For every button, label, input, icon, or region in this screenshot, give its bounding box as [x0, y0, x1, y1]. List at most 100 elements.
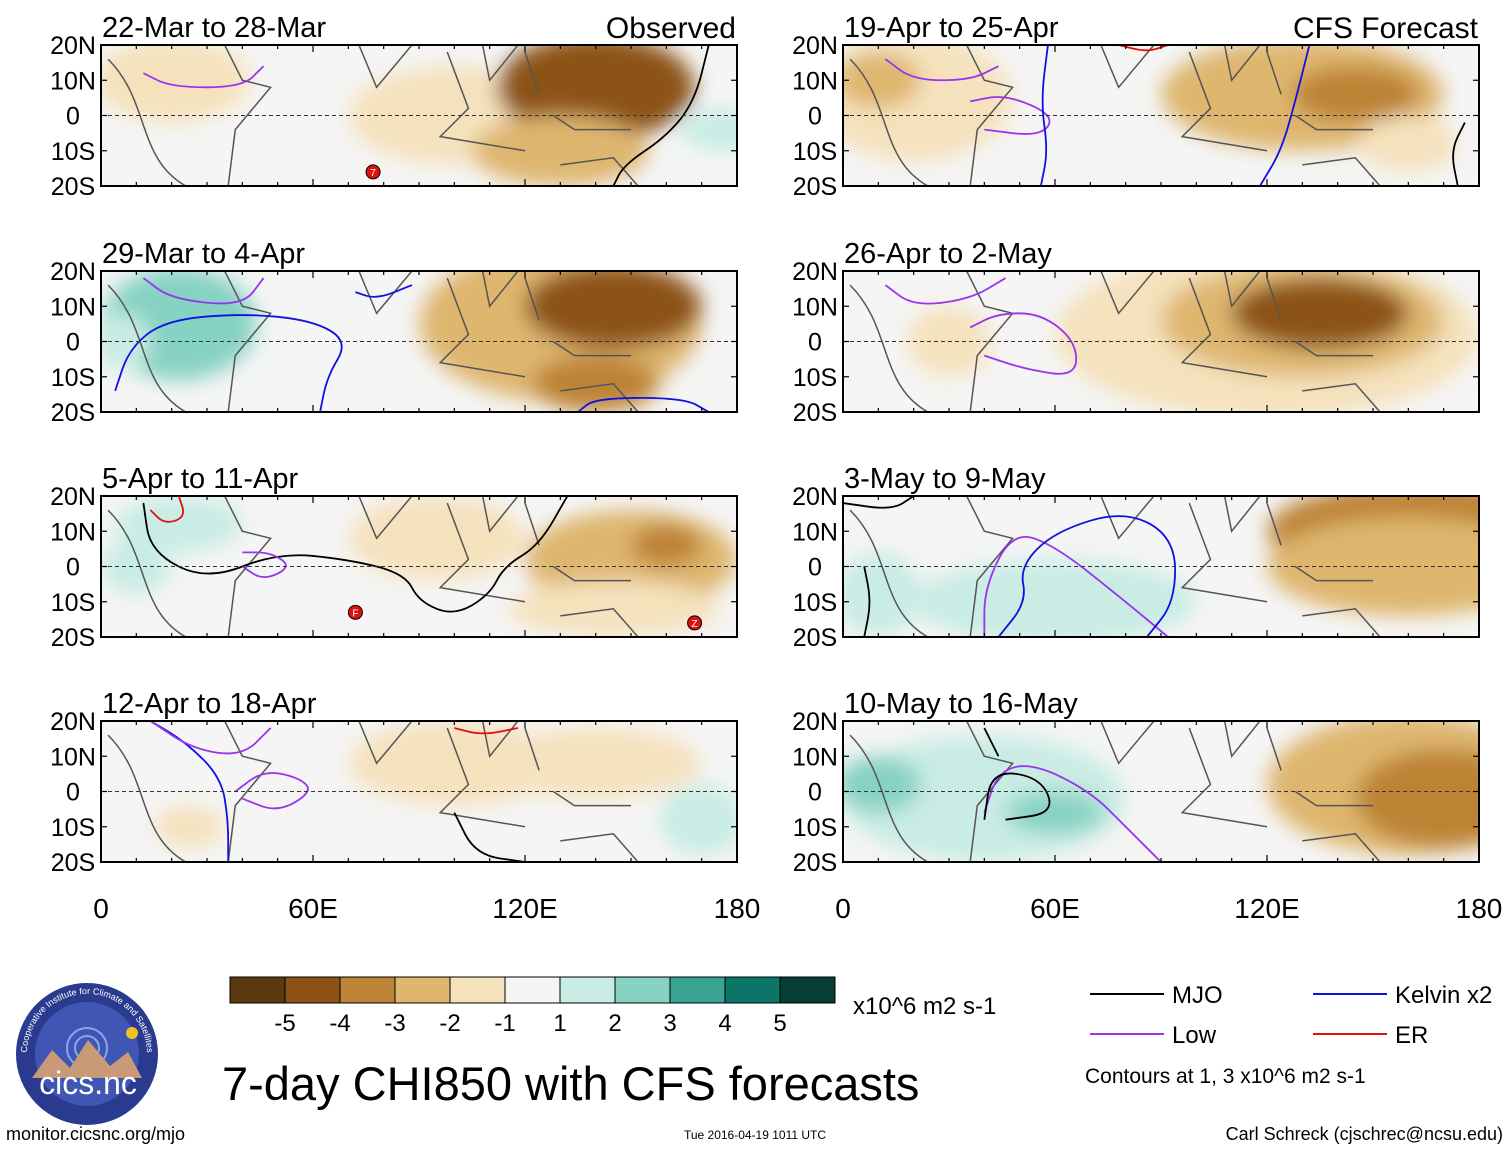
- map-panel: 20N 10N 0 10S 20S 3-May to 9-May: [792, 463, 1480, 652]
- y-tick-label: 20S: [793, 399, 837, 427]
- y-tick-label: 20S: [793, 624, 837, 652]
- logo-text: cics.nc: [39, 1065, 137, 1101]
- anomaly-region: [843, 45, 1013, 162]
- map-panel: 20N 10N 0 10S 20S 26-Apr to 2-May: [792, 238, 1480, 427]
- coastline: [107, 496, 639, 637]
- anomaly-region: [1355, 749, 1479, 848]
- coastline: [849, 496, 1381, 637]
- coastline: [107, 721, 639, 862]
- colorbar-swatch: [779, 976, 836, 1004]
- colorbar-swatch: [284, 976, 341, 1004]
- contour-low: [142, 65, 265, 89]
- map-panel: F Z 20N 10N 0 10S 20S 5-Apr to 11-Apr: [50, 463, 738, 652]
- contour-kelvin: [1259, 45, 1311, 186]
- map-panel: 20N 10N 0 10S 20S 12-Apr to 18-Apr: [50, 688, 738, 877]
- anomaly-region: [843, 52, 921, 109]
- colorbar-label: -2: [439, 1010, 460, 1037]
- y-tick-label: 10S: [793, 364, 837, 392]
- contour-mjo: [612, 45, 710, 186]
- panel-date-label: 12-Apr to 18-Apr: [102, 688, 317, 720]
- tropical-cyclone-label: Z: [692, 619, 698, 630]
- coastline: [107, 271, 639, 412]
- y-tick-label: 10N: [792, 743, 838, 771]
- map-panel: 20N 10N 0 10S 20S 29-Mar to 4-Apr: [50, 238, 738, 427]
- colorbar-swatch: [559, 976, 616, 1004]
- forecast-label: CFS Forecast: [1293, 12, 1479, 45]
- anomaly-region: [471, 115, 649, 186]
- anomaly-region: [115, 496, 243, 553]
- tropical-cyclone-marker: [347, 604, 363, 620]
- source-url[interactable]: monitor.cicsnc.org/mjo: [6, 1124, 185, 1144]
- colorbar-swatch: [669, 976, 726, 1004]
- x-tick-label: 60E: [1030, 893, 1080, 924]
- anomaly-region: [101, 45, 250, 123]
- chart-title: 7-day CHI850 with CFS forecasts: [222, 1057, 919, 1110]
- y-tick-label: 20N: [792, 32, 838, 60]
- anomaly-region: [348, 496, 525, 581]
- y-tick-label: 0: [66, 554, 80, 582]
- map-panel: 7 20N 10N 0 10S 20S 22-Mar to 28-Mar: [50, 12, 738, 201]
- colorbar-label: -4: [329, 1010, 350, 1037]
- colorbar-swatch: [449, 976, 506, 1004]
- y-tick-label: 10S: [793, 589, 837, 617]
- y-tick-label: 10S: [51, 364, 95, 392]
- colorbar-label: 1: [553, 1010, 566, 1037]
- colorbar-label: -5: [274, 1010, 295, 1037]
- y-tick-label: 10S: [793, 814, 837, 842]
- coastline: [107, 45, 639, 186]
- panel-date-label: 29-Mar to 4-Apr: [102, 238, 305, 270]
- legend-label: MJO: [1172, 982, 1223, 1009]
- y-tick-label: 20N: [792, 483, 838, 511]
- anomaly-region: [1291, 66, 1419, 123]
- anomaly-region: [843, 552, 921, 637]
- contour-low: [970, 96, 1051, 135]
- tropical-cyclone-label: 7: [370, 168, 376, 179]
- map-panel: 20N 10N 0 10S 20S 10-May to 16-May: [792, 688, 1480, 877]
- contour-low: [884, 277, 1006, 305]
- anomaly-region: [154, 805, 225, 848]
- contour-low: [969, 312, 1078, 375]
- colorbar-swatch: [229, 976, 286, 1004]
- y-tick-label: 20S: [51, 399, 95, 427]
- y-tick-label: 0: [66, 103, 80, 131]
- colorbar-label: -1: [494, 1010, 515, 1037]
- panel-date-label: 26-Apr to 2-May: [844, 238, 1052, 270]
- y-tick-label: 20N: [50, 483, 96, 511]
- legend-label: Kelvin x2: [1395, 982, 1492, 1009]
- y-tick-label: 0: [66, 779, 80, 807]
- contour-mjo: [843, 496, 915, 509]
- panel-date-label: 22-Mar to 28-Mar: [102, 12, 326, 44]
- contour-low: [142, 277, 265, 305]
- anomaly-region: [489, 728, 702, 799]
- y-tick-label: 0: [808, 779, 822, 807]
- contour-kelvin: [355, 284, 413, 298]
- coastline: [849, 45, 1381, 186]
- tropical-cyclone-label: F: [352, 608, 358, 619]
- anomaly-region: [1005, 791, 1105, 834]
- y-tick-label: 20N: [50, 32, 96, 60]
- y-tick-label: 10N: [792, 293, 838, 321]
- contour-kelvin: [997, 515, 1177, 637]
- units-label: x10^6 m2 s-1: [853, 993, 996, 1020]
- anomaly-region: [525, 271, 702, 349]
- contour-low: [234, 772, 309, 810]
- tropical-cyclone-marker: [687, 615, 703, 631]
- contour-kelvin: [114, 314, 343, 412]
- colorbar-swatch: [339, 976, 396, 1004]
- contour-low: [241, 551, 287, 578]
- contour-mjo: [1452, 122, 1466, 186]
- contour-mjo: [983, 772, 1051, 821]
- y-tick-label: 20S: [51, 624, 95, 652]
- colorbar-swatch: [394, 976, 451, 1004]
- anomaly-region: [680, 108, 737, 151]
- y-tick-label: 20S: [793, 849, 837, 877]
- cics-logo[interactable]: Cooperative Institute for Climate and Sa…: [14, 981, 160, 1127]
- contour-er: [454, 727, 519, 735]
- y-tick-label: 20S: [51, 173, 95, 201]
- colorbar-swatch: [614, 976, 671, 1004]
- y-tick-label: 0: [808, 554, 822, 582]
- colorbar-label: 5: [773, 1010, 786, 1037]
- x-tick-label: 0: [835, 893, 851, 924]
